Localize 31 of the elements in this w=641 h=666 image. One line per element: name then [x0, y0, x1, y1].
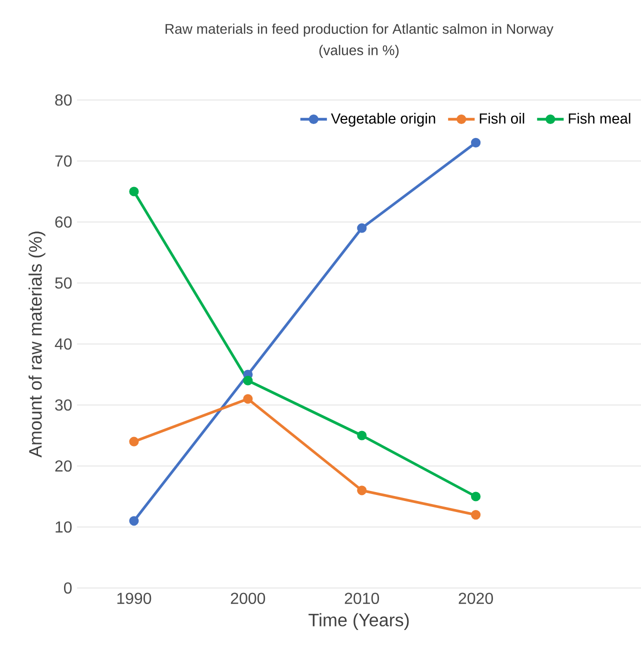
- point: [129, 516, 139, 526]
- point: [129, 436, 139, 446]
- point: [357, 430, 367, 440]
- y-tick-label: 10: [56, 521, 72, 533]
- point: [470, 138, 481, 148]
- point: [357, 486, 367, 496]
- x-tick-label: 2000: [230, 592, 266, 604]
- y-tick-label: 40: [54, 338, 72, 350]
- point: [129, 186, 139, 196]
- y-tick-label: 0: [64, 582, 72, 594]
- x-tick-label: 2010: [344, 592, 380, 604]
- legend-label: Fish meal: [568, 112, 630, 124]
- y-tick-label: 50: [55, 277, 72, 289]
- y-tick-label: 30: [55, 399, 72, 411]
- point: [243, 376, 253, 386]
- legend-label: Fish oil: [480, 112, 524, 124]
- point: [470, 492, 481, 502]
- point: [357, 223, 367, 233]
- y-tick-label: 70: [55, 155, 72, 167]
- y-tick-label: 80: [55, 94, 72, 106]
- chart-title: Raw materials in feed production for Atlantic salmon in Norway: [166, 24, 554, 37]
- y-tick-label: 20: [55, 460, 72, 472]
- x-tick-label: 2020: [458, 592, 493, 604]
- point: [470, 510, 481, 520]
- chart-subtitle: (values in %): [319, 44, 399, 58]
- x-axis-title: Time (Years): [308, 613, 409, 630]
- x-tick-label: 1990: [117, 592, 152, 604]
- legend-label: Vegetable origin: [330, 112, 436, 127]
- point: [243, 394, 253, 404]
- y-axis-title: Amount of raw materials (%): [28, 232, 46, 458]
- y-tick-label: 60: [55, 216, 72, 228]
